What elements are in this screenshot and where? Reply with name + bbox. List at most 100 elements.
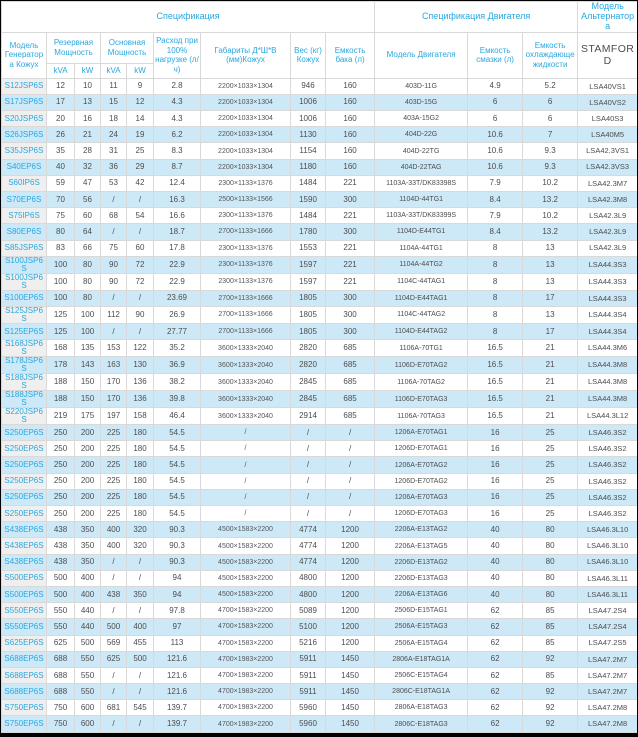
standby-kw-cell: 200 (74, 440, 101, 458)
generator-model-cell[interactable]: S625EP6S (1, 634, 47, 652)
dimensions-cell: 2300×1133×1376 (200, 239, 291, 257)
generator-model-cell[interactable]: S500EP6S (1, 569, 47, 587)
generator-model-cell[interactable]: S250EP6S (1, 456, 47, 474)
standby-kw-cell: 150 (74, 373, 101, 392)
generator-model-cell[interactable]: S178JSP6S (1, 356, 47, 375)
generator-model-cell[interactable]: S438EP6S (1, 521, 47, 539)
generator-model-cell[interactable]: S26JSP6S (1, 126, 47, 144)
generator-model-cell[interactable]: S500EP6S (1, 585, 47, 604)
fuel-tank-cell: 160 (324, 158, 376, 176)
table-row: S125EP6S 125 100//27.77 2700×1133×1666 1805 3… (1, 322, 637, 341)
standby-kw-cell: 600 (74, 715, 101, 733)
generator-model-cell[interactable]: S20JSP6S (1, 110, 47, 128)
generator-model-cell[interactable]: S125JSP6S (1, 305, 47, 324)
coolant-capacity-cell: 13.2 (522, 223, 579, 241)
weight-cell: 1590 (290, 190, 326, 209)
generator-model-cell[interactable]: S220JSP6S (1, 407, 47, 426)
table-row: S12JSP6S 12 10 11 9 2.8 2200×1033×1304 946 160 40… (1, 77, 637, 95)
generator-model-cell[interactable]: S188JSP6S (1, 390, 47, 409)
prime-kw-cell: 29 (126, 158, 154, 176)
generator-model-cell[interactable]: S688EP6S (1, 650, 47, 668)
generator-model-cell[interactable]: S60IP6S (1, 174, 47, 192)
dimensions-cell: 2200×1033×1304 (200, 77, 291, 95)
dimensions-cell: 4700×1983×2200 (200, 715, 291, 733)
oil-capacity-cell: 16 (467, 505, 524, 523)
generator-model-cell[interactable]: S100EP6S (1, 289, 47, 307)
fuel-consumption-cell: 16.3 (153, 190, 201, 209)
fuel-consumption-cell: 46.4 (153, 407, 201, 426)
standby-kw-cell: 550 (74, 666, 101, 685)
prime-kva-cell: 400 (100, 537, 127, 555)
generator-model-cell[interactable]: S250EP6S (1, 505, 47, 523)
generator-model-cell[interactable]: S188JSP6S (1, 373, 47, 392)
header-oil-capacity: Емкость смазки (л) (467, 31, 524, 79)
generator-model-cell[interactable]: S688EP6S (1, 683, 47, 701)
generator-model-cell[interactable]: S550EP6S (1, 618, 47, 636)
weight-cell: 1597 (290, 272, 326, 291)
oil-capacity-cell: 8 (467, 239, 524, 257)
generator-model-cell[interactable]: S80EP6S (1, 223, 47, 241)
table-row: S500EP6S 500 400//94 4500×1583×2200 4800 1200… (1, 569, 637, 587)
fuel-tank-cell: 300 (324, 289, 376, 307)
standby-kw-cell: 200 (74, 505, 101, 523)
header-fuel-tank: Емкость бака (л) (324, 31, 376, 79)
generator-model-cell[interactable]: S250EP6S (1, 488, 47, 507)
standby-kw-cell: 28 (74, 142, 101, 160)
generator-model-cell[interactable]: S125EP6S (1, 322, 47, 341)
alternator-model-cell: LSA40VS2 (577, 93, 637, 112)
alternator-model-cell: LSA44.3S3 (577, 272, 637, 291)
generator-model-cell[interactable]: S438EP6S (1, 537, 47, 555)
generator-model-cell[interactable]: S250EP6S (1, 472, 47, 490)
generator-model-cell[interactable]: S70EP6S (1, 190, 47, 209)
generator-model-cell[interactable]: S100JSP6S (1, 255, 47, 274)
fuel-tank-cell: 1450 (324, 699, 376, 717)
engine-model-cell: 1206A-E70TAG1 (374, 424, 469, 442)
generator-model-cell[interactable]: S550EP6S (1, 602, 47, 620)
prime-kva-cell: 225 (100, 472, 127, 490)
prime-kw-cell: 455 (126, 634, 154, 652)
prime-kva-cell: / (100, 190, 127, 209)
prime-kw-cell: / (126, 553, 154, 571)
fuel-tank-cell: 221 (324, 239, 376, 257)
oil-capacity-cell: 10.6 (467, 158, 524, 176)
oil-capacity-cell: 16.5 (467, 407, 524, 426)
coolant-capacity-cell: 13.2 (522, 190, 579, 209)
engine-model-cell: 1206A-E70TAG2 (374, 456, 469, 474)
generator-model-cell[interactable]: S750EP6S (1, 715, 47, 733)
prime-kva-cell: / (100, 223, 127, 241)
fuel-tank-cell: 685 (324, 356, 376, 375)
table-row: S100EP6S 100 80//23.69 2700×1133×1666 1805 30… (1, 289, 637, 307)
prime-kw-cell: 54 (126, 207, 154, 225)
oil-capacity-cell: 40 (467, 585, 524, 604)
generator-model-cell[interactable]: S438EP6S (1, 553, 47, 571)
generator-model-cell[interactable]: S17JSP6S (1, 93, 47, 112)
standby-kw-cell: 80 (74, 272, 101, 291)
generator-model-cell[interactable]: S750EP6S (1, 699, 47, 717)
generator-model-cell[interactable]: S688EP6S (1, 666, 47, 685)
standby-kva-cell: 100 (46, 289, 75, 307)
engine-model-cell: 403D-15G (374, 93, 469, 112)
weight-cell: / (290, 505, 326, 523)
generator-model-cell[interactable]: S85JSP6S (1, 239, 47, 257)
generator-model-cell[interactable]: S100JSP6S (1, 272, 47, 291)
fuel-tank-cell: 685 (324, 407, 376, 426)
coolant-capacity-cell: 25 (522, 440, 579, 458)
generator-model-cell[interactable]: S35JSP6S (1, 142, 47, 160)
alternator-model-cell: LSA46.3L10 (577, 537, 637, 555)
coolant-capacity-cell: 92 (522, 715, 579, 733)
prime-kw-cell: / (126, 190, 154, 209)
generator-model-cell[interactable]: S40EP6S (1, 158, 47, 176)
standby-kva-cell: 550 (46, 602, 75, 620)
alternator-model-cell: LSA42.3L9 (577, 207, 637, 225)
dimensions-cell: 2300×1133×1376 (200, 174, 291, 192)
generator-model-cell[interactable]: S168JSP6S (1, 339, 47, 358)
header-weight: Вес (кг) Кожух (290, 31, 326, 79)
generator-model-cell[interactable]: S75IP6S (1, 207, 47, 225)
coolant-capacity-cell: 5.2 (522, 77, 579, 95)
oil-capacity-cell: 10.6 (467, 142, 524, 160)
weight-cell: 2845 (290, 390, 326, 409)
generator-model-cell[interactable]: S250EP6S (1, 424, 47, 442)
generator-model-cell[interactable]: S12JSP6S (1, 77, 47, 95)
generator-model-cell[interactable]: S250EP6S (1, 440, 47, 458)
coolant-capacity-cell: 7 (522, 126, 579, 144)
